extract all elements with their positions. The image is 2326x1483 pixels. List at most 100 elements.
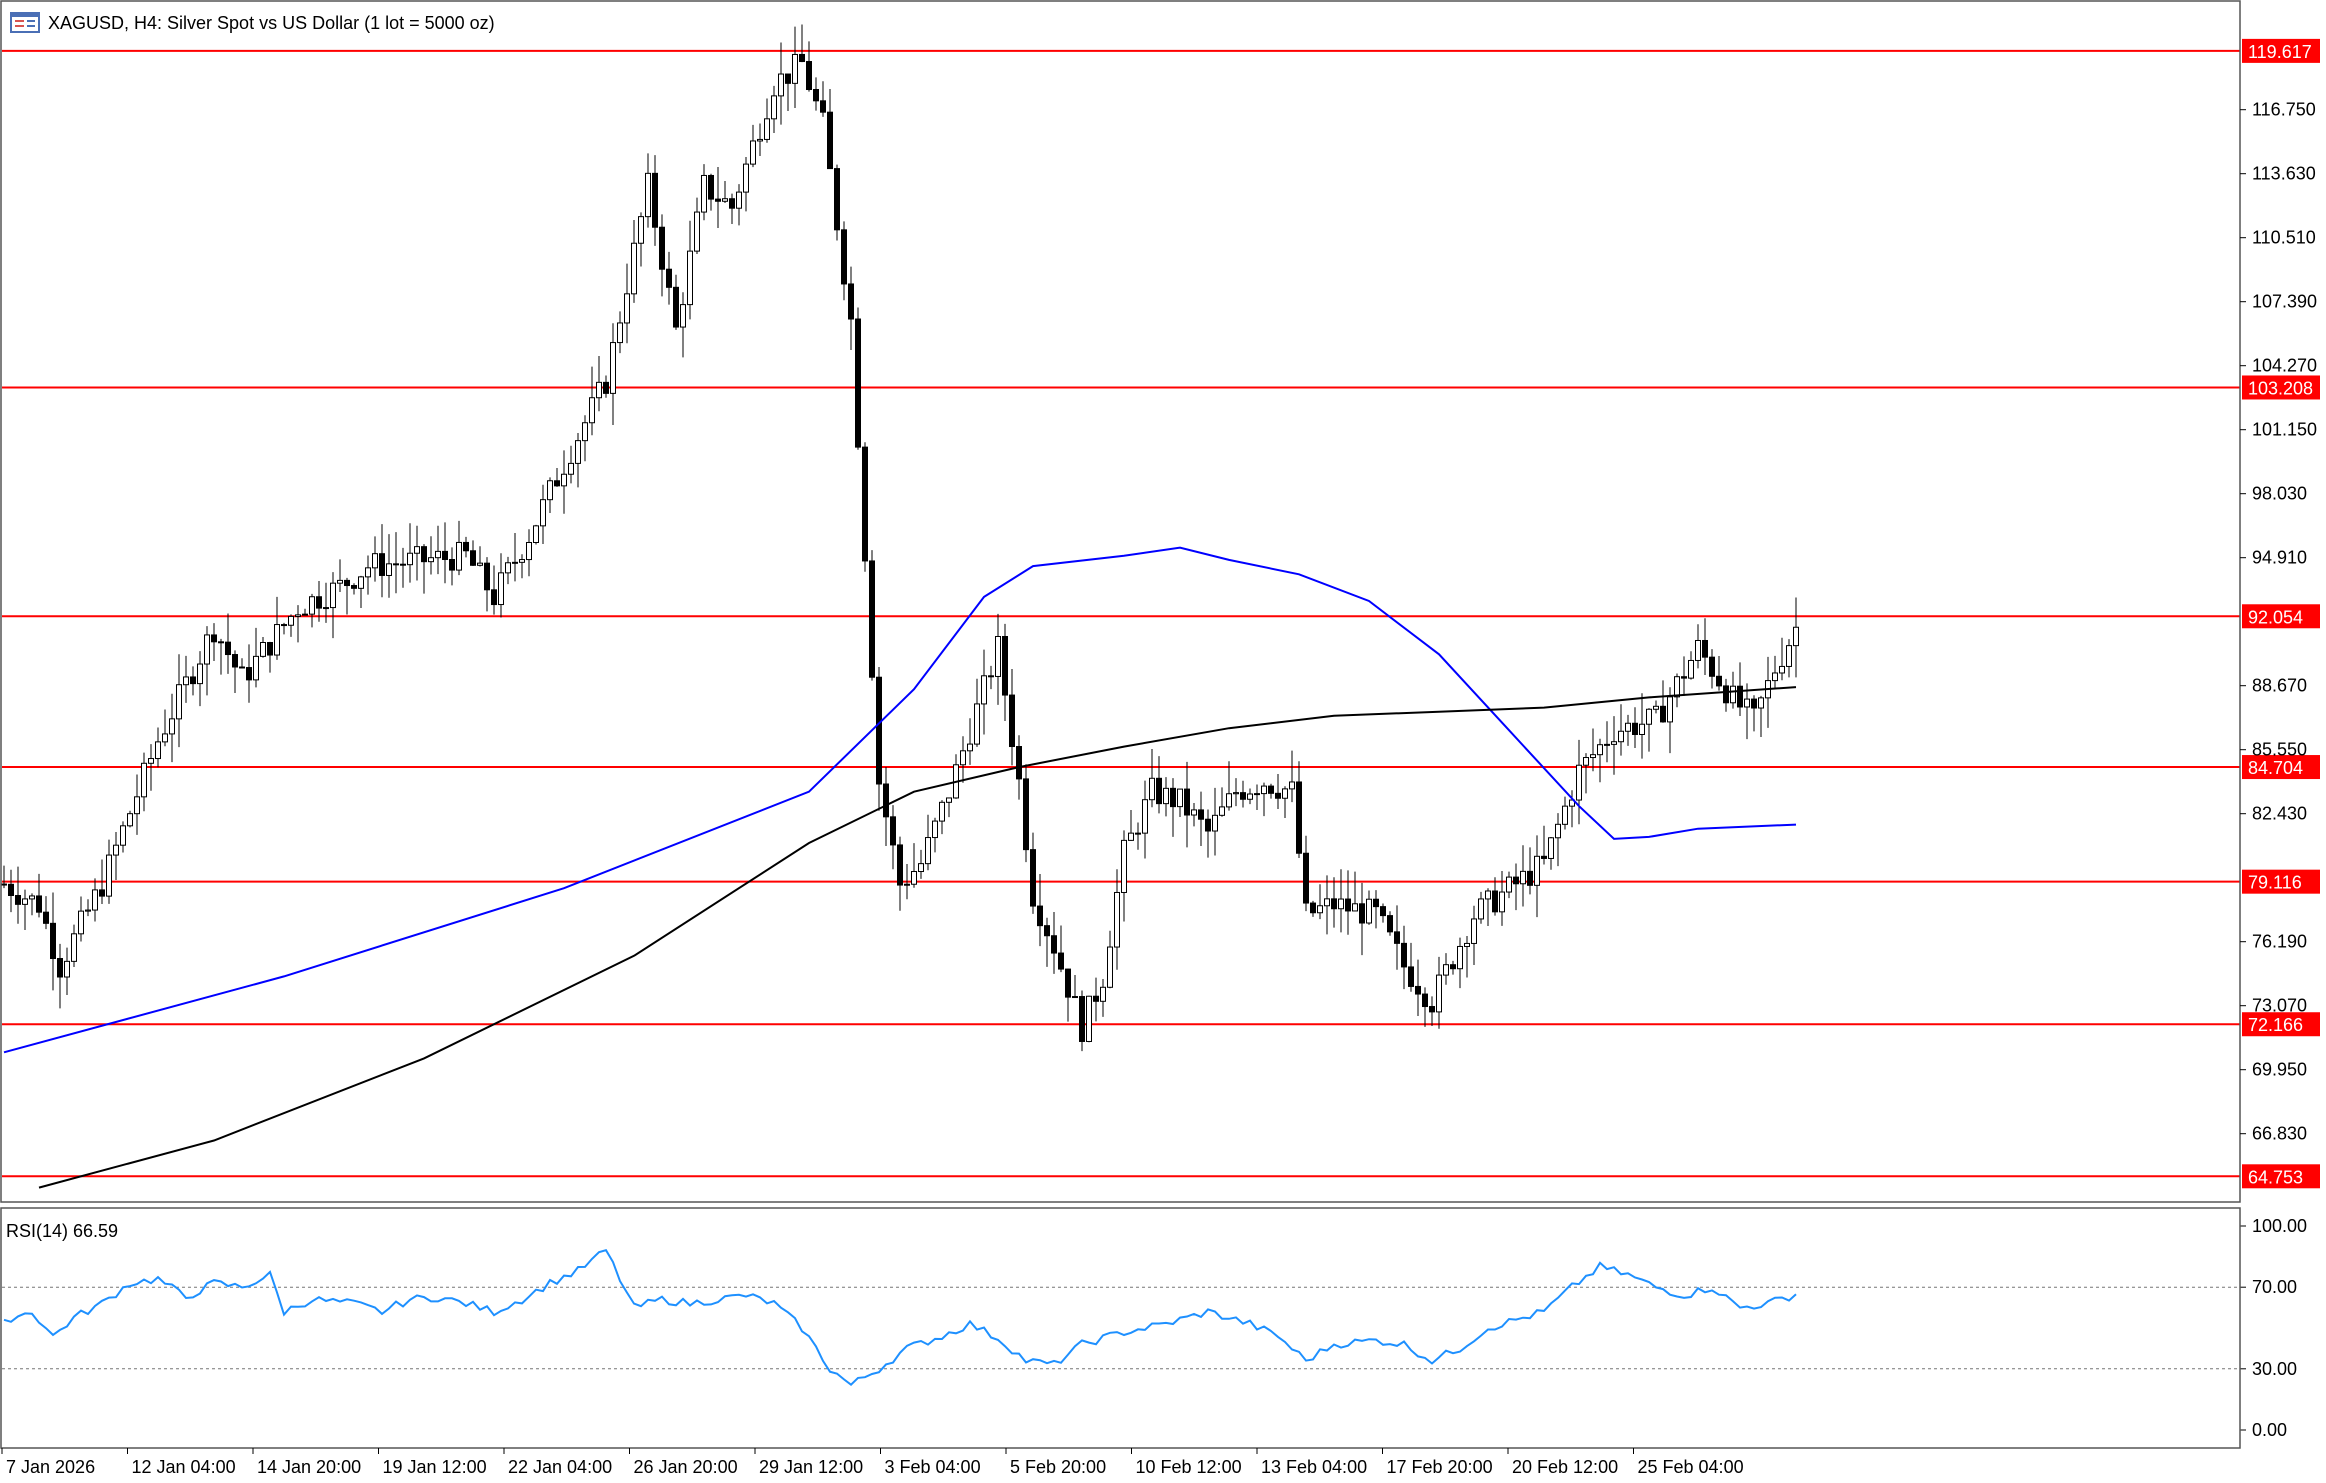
candle-body [1030, 849, 1036, 907]
candle-body [1310, 902, 1316, 914]
candle-body [1128, 832, 1134, 841]
candle-body [617, 322, 623, 344]
candle-body [1093, 995, 1099, 1002]
candle-body [1443, 964, 1449, 976]
candle-body [1191, 809, 1197, 816]
candle-body [316, 596, 322, 609]
candle-body [1219, 806, 1225, 816]
candle-body [428, 557, 434, 563]
main-plot-frame [0, 0, 2241, 1203]
candle-body [715, 198, 721, 202]
candle-body [1240, 792, 1246, 800]
candle-body [22, 898, 28, 905]
candle-body [456, 541, 462, 571]
candle-body [1527, 870, 1533, 886]
candle-body [841, 229, 847, 285]
candle-body [197, 663, 203, 685]
candle-body [1044, 925, 1050, 937]
candle-body [1268, 785, 1274, 794]
candle-body [645, 172, 651, 218]
candle-body [29, 895, 35, 900]
candle-body [274, 624, 280, 656]
candle-body [337, 579, 343, 584]
time-tick-label: 3 Feb 04:00 [885, 1457, 981, 1477]
candle-body [36, 895, 42, 913]
candle-body [190, 676, 196, 685]
chart-title: XAGUSD, H4: Silver Spot vs US Dollar (1 … [48, 13, 495, 33]
candle-body [925, 837, 931, 865]
candle-body [1, 883, 7, 886]
candle-body [610, 342, 616, 394]
candle-body [1450, 964, 1456, 970]
candle-body [1436, 974, 1442, 1013]
candle-body [43, 911, 49, 924]
candle-body [379, 553, 385, 576]
candle-body [162, 733, 168, 743]
candle-body [1457, 945, 1463, 970]
candle-body [253, 655, 259, 681]
candle-body [995, 635, 1001, 677]
candle-body [1352, 903, 1358, 912]
level-label-bg [2242, 604, 2320, 629]
candle-body [1597, 744, 1603, 756]
candle-body [204, 634, 210, 665]
candle-body [939, 801, 945, 822]
candle-body [1387, 915, 1393, 933]
level-label-bg [2242, 869, 2320, 894]
candle-body [1233, 792, 1239, 795]
candle-body [1331, 898, 1337, 910]
price-tick-label: 69.950 [2252, 1060, 2307, 1080]
candle-body [1681, 676, 1687, 679]
candle-body [540, 499, 546, 527]
candle-body [1793, 626, 1799, 647]
candle-body [1506, 876, 1512, 893]
candle-body [421, 546, 427, 563]
rsi-tick-label: 30.00 [2252, 1359, 2297, 1379]
candle-body [1247, 793, 1253, 800]
level-label-bg [2242, 38, 2320, 63]
candle-body [1023, 778, 1029, 851]
candle-body [1289, 781, 1295, 790]
candle-body [1275, 792, 1281, 799]
candle-body [1016, 746, 1022, 780]
candle-body [57, 958, 63, 978]
level-label-bg [2242, 1012, 2320, 1037]
candle-body [218, 641, 224, 644]
candle-body [981, 675, 987, 705]
candle-body [1667, 696, 1673, 723]
time-tick-label: 22 Jan 04:00 [508, 1457, 612, 1477]
time-tick-label: 17 Feb 20:00 [1387, 1457, 1493, 1477]
candle-body [729, 198, 735, 209]
candle-body [344, 579, 350, 587]
candle-body [1639, 723, 1645, 735]
candle-body [50, 922, 56, 960]
candle-body [463, 541, 469, 552]
candle-body [1541, 855, 1547, 859]
price-tick-label: 110.510 [2252, 228, 2316, 248]
rsi-plot-frame [0, 1207, 2241, 1449]
candle-body [78, 910, 84, 935]
price-tick-label: 76.190 [2252, 932, 2307, 952]
candle-body [470, 550, 476, 566]
candle-body [1086, 995, 1092, 1042]
time-tick-label: 5 Feb 20:00 [1010, 1457, 1106, 1477]
candle-body [575, 440, 581, 464]
candle-body [533, 525, 539, 543]
rsi-tick-label: 100.00 [2252, 1216, 2307, 1236]
candle-body [1184, 788, 1190, 816]
candle-body [288, 615, 294, 626]
candle-body [1513, 876, 1519, 885]
candle-body [855, 318, 861, 448]
candle-body [736, 191, 742, 209]
candle-body [1002, 635, 1008, 696]
candle-body [1709, 656, 1715, 677]
candle-body [92, 889, 98, 911]
time-tick-label: 12 Jan 04:00 [132, 1457, 236, 1477]
candle-body [99, 889, 105, 897]
candle-body [1618, 730, 1624, 743]
candle-body [1464, 942, 1470, 947]
candle-body [512, 561, 518, 564]
candle-body [127, 813, 133, 827]
